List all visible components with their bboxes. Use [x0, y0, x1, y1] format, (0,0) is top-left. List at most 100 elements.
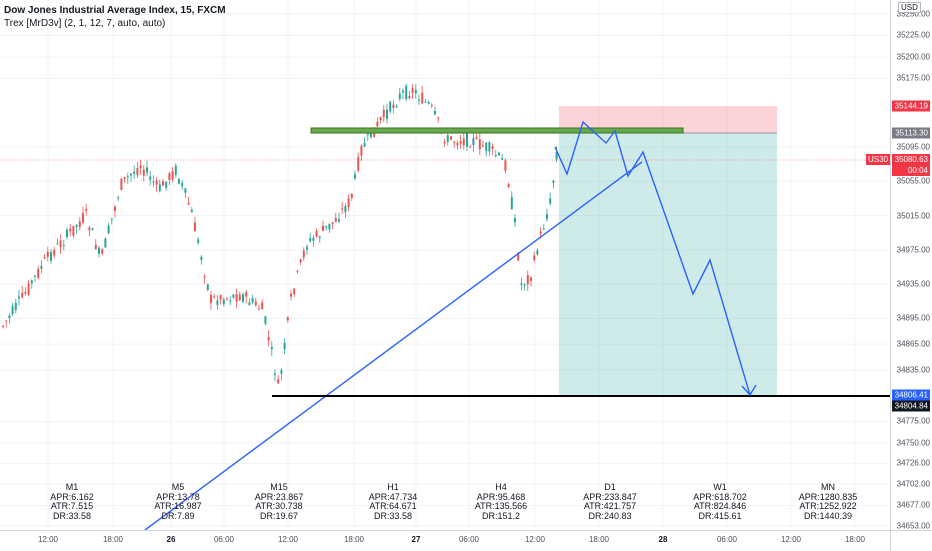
stat-apr: APR:95.468 [476, 491, 526, 502]
stat-apr: APR:1280.835 [798, 491, 858, 502]
candle-body [59, 240, 62, 248]
candle-body [405, 85, 408, 100]
candle-body [206, 284, 209, 290]
candle-body [62, 245, 65, 247]
candle-body [338, 219, 340, 222]
candle-body [222, 299, 225, 305]
stat-tf: H4 [495, 482, 507, 492]
time-tick: 26 [166, 535, 176, 544]
candle-body [334, 218, 337, 222]
candle-body [155, 180, 158, 185]
candle-body [424, 101, 427, 103]
price-tick: 34775.00 [896, 416, 930, 426]
candle-body [75, 224, 78, 227]
candle-body [277, 379, 280, 384]
candle-body [8, 315, 11, 319]
chart-area[interactable]: Dow Jones Industrial Average Index, 15, … [0, 0, 890, 530]
candle-body [270, 347, 273, 350]
candle-body [434, 111, 436, 115]
indicator-legend[interactable]: Trex [MrD3v] (2, 1, 12, 7, auto, auto) [4, 18, 166, 29]
price-axis[interactable]: 35250.00 35225.00 35200.00 35175.00 35095.00… [890, 0, 932, 531]
candle-body [66, 229, 68, 238]
candle-body [302, 250, 305, 258]
price-tick: 34750.00 [896, 438, 930, 448]
candle-body [142, 169, 145, 176]
candle-body [498, 152, 500, 156]
resistance-zone [310, 127, 684, 134]
stat-tf: H1 [387, 482, 399, 492]
candle-body [123, 177, 126, 179]
candle-body [117, 197, 120, 199]
candle-body [398, 93, 401, 99]
candle-body [178, 178, 180, 184]
stat-atr: ATR:64.671 [369, 501, 417, 511]
candle-body [149, 176, 152, 180]
candle-body [354, 174, 356, 179]
stat-block-mn: MN APR:1280.835 ATR:1252.922 DR:1440.39 [783, 482, 873, 521]
candle-body [72, 225, 75, 236]
candle-body [30, 280, 33, 284]
candle-body [46, 251, 49, 257]
stat-tf: MN [821, 482, 835, 492]
current-price-label: 35080.63 00:04 [892, 154, 930, 176]
stat-dr: DR:33.58 [52, 510, 92, 521]
candle-body [315, 231, 318, 237]
candle-body [280, 370, 283, 374]
stat-dr: DR:1440.39 [803, 510, 853, 521]
candle-body [24, 291, 27, 294]
entry-price-label: 35113.30 [892, 127, 930, 139]
price-tick: 34653.00 [896, 521, 930, 531]
candle-body [43, 257, 46, 259]
take-profit-zone [559, 133, 777, 396]
price-tick: 34835.00 [896, 365, 930, 375]
candle-body [5, 320, 8, 322]
time-tick: 28 [658, 535, 668, 544]
candle-body [152, 181, 155, 183]
candle-body [50, 251, 52, 261]
candle-body [174, 165, 177, 175]
candle-body [37, 268, 40, 278]
time-axis[interactable]: 12:00 18:00 26 06:00 12:00 18:00 27 06:00 12:00 1… [0, 530, 890, 551]
candle-body [453, 141, 456, 143]
price-tick: 35200.00 [896, 52, 930, 62]
candle-body [523, 284, 526, 286]
time-tick: 18:00 [343, 535, 365, 544]
candle-body [325, 225, 328, 228]
candle-body [229, 300, 232, 302]
time-tick: 06:00 [458, 535, 480, 544]
candle-body [478, 139, 481, 150]
candle-body [69, 228, 72, 232]
candle-body [267, 337, 270, 341]
candle-body [283, 343, 286, 350]
candle-body [331, 222, 334, 224]
candle-body [414, 89, 417, 94]
price-tick: 35175.00 [896, 73, 930, 83]
stat-tf: M5 [171, 482, 185, 492]
price-chart[interactable] [0, 0, 890, 530]
candle-body [427, 102, 430, 104]
price-tick: 35225.00 [896, 30, 930, 40]
candle-body [34, 275, 36, 277]
candle-body [136, 168, 139, 176]
candle-body [261, 302, 264, 310]
price-tick: 35250.00 [896, 9, 930, 19]
stat-tf: M1 [65, 482, 79, 492]
stat-apr: APR:13.78 [156, 491, 200, 502]
stat-block-h4: H4 APR:95.468 ATR:135.566 DR:151.2 [456, 482, 546, 521]
stat-dr: DR:240.83 [588, 510, 632, 521]
candle-body [386, 109, 388, 119]
currency-label[interactable]: USD [898, 2, 921, 13]
time-tick: 12:00 [37, 535, 59, 544]
candle-body [469, 146, 472, 148]
candle-body [389, 101, 392, 112]
candle-body [530, 277, 532, 282]
trendline [144, 161, 643, 530]
candle-body [462, 138, 465, 146]
candle-body [421, 92, 424, 104]
current-price-value: 35080.63 [894, 155, 928, 164]
grid [0, 0, 890, 530]
candle-body [475, 137, 478, 139]
candle-body [430, 104, 433, 106]
candle-body [418, 99, 420, 101]
candle-body [542, 228, 545, 230]
